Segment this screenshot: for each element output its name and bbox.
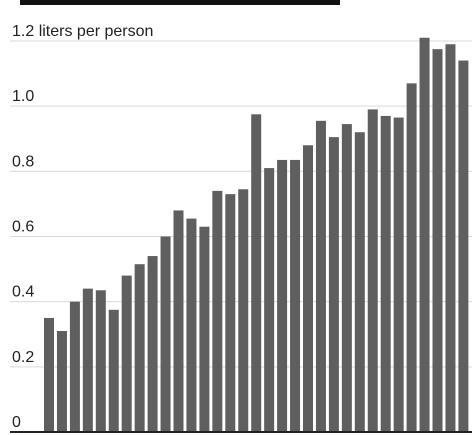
y-tick-label: 0.4 bbox=[12, 284, 34, 301]
bar bbox=[225, 194, 236, 432]
bar bbox=[134, 264, 145, 432]
bar bbox=[341, 124, 352, 432]
bar bbox=[406, 83, 417, 433]
bar bbox=[95, 290, 106, 432]
y-tick-label: 0.2 bbox=[12, 349, 34, 366]
bar bbox=[121, 275, 132, 432]
bar bbox=[380, 115, 391, 432]
bar bbox=[445, 44, 456, 432]
bar bbox=[199, 226, 210, 432]
bar bbox=[328, 137, 339, 432]
bar bbox=[432, 49, 443, 433]
y-tick-label: 0.6 bbox=[12, 219, 34, 236]
y-axis-labels: 0 0.2 0.4 0.6 0.8 1.0 1.2 liters per person bbox=[12, 23, 153, 431]
y-tick-label: 0.8 bbox=[12, 153, 34, 170]
bar bbox=[212, 190, 223, 432]
bar bbox=[56, 330, 67, 432]
bar bbox=[290, 159, 301, 432]
bar bbox=[315, 120, 326, 432]
bars bbox=[44, 37, 469, 433]
bar bbox=[44, 317, 54, 432]
bar bbox=[69, 301, 80, 432]
bar bbox=[303, 145, 313, 432]
bar bbox=[173, 210, 184, 432]
bar bbox=[419, 37, 430, 433]
bar bbox=[82, 288, 93, 432]
cropped-title-text bbox=[20, 0, 340, 5]
bar bbox=[147, 256, 158, 432]
y-tick-label: 0 bbox=[12, 414, 21, 431]
bar bbox=[238, 189, 249, 432]
y-tick-label: 1.0 bbox=[12, 88, 34, 105]
bar bbox=[458, 60, 469, 433]
bar bbox=[277, 159, 288, 432]
bar bbox=[264, 168, 275, 432]
y-tick-label: 1.2 liters per person bbox=[12, 23, 153, 40]
bar bbox=[393, 117, 404, 432]
bar bbox=[251, 114, 262, 432]
bar bbox=[160, 236, 171, 432]
chart-title-fragment bbox=[20, 0, 340, 5]
bar bbox=[108, 309, 119, 432]
bar bbox=[367, 109, 378, 433]
bar bbox=[186, 218, 197, 432]
bar bbox=[354, 132, 365, 433]
